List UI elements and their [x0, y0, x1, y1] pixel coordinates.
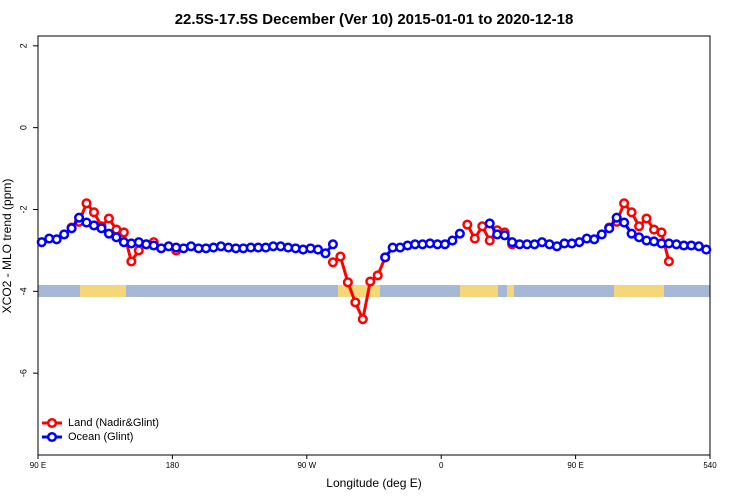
data-point	[350, 297, 361, 308]
series	[66, 198, 674, 325]
data-point	[454, 228, 465, 239]
data-point	[611, 212, 622, 223]
x-axis-label: Longitude (deg E)	[326, 476, 421, 490]
land-patch	[460, 285, 498, 297]
series-line	[70, 201, 671, 321]
land-patch	[614, 285, 664, 297]
data-point	[74, 212, 85, 223]
data-point	[701, 244, 712, 255]
data-point	[327, 257, 338, 268]
data-point	[66, 223, 77, 234]
data-point	[574, 237, 585, 248]
data-point	[619, 217, 630, 228]
data-point	[118, 227, 129, 238]
data-point	[634, 221, 645, 232]
land-patch	[80, 285, 126, 297]
legend: Land (Nadir&Glint) Ocean (Glint)	[42, 417, 159, 443]
x-tick-label: 90 W	[297, 461, 316, 470]
legend-label: Land (Nadir&Glint)	[68, 417, 159, 429]
data-point	[96, 223, 107, 234]
data-point	[626, 207, 637, 218]
data-point	[656, 227, 667, 238]
data-point	[312, 244, 324, 255]
data-point	[626, 228, 637, 239]
x-tick-label: 540	[703, 461, 717, 470]
y-axis-label: XCO2 - MLO trend (ppm)	[0, 179, 14, 314]
data-point	[335, 251, 346, 262]
data-point	[484, 235, 495, 246]
data-point	[619, 198, 630, 209]
data-point	[88, 207, 100, 218]
data-point	[372, 270, 383, 281]
y-tick-label: -2	[18, 205, 28, 213]
data-point	[604, 223, 615, 234]
surface-strip	[38, 285, 710, 297]
legend-marker	[46, 431, 58, 443]
data-point	[484, 218, 495, 229]
y-tick-label: -6	[18, 369, 28, 377]
y-tick-label: 0	[18, 125, 28, 130]
data-point	[439, 239, 450, 250]
x-tick-label: 90 E	[567, 461, 583, 470]
land-patch	[507, 285, 514, 297]
data-point	[447, 235, 458, 246]
x-tick-label: 90 E	[30, 461, 46, 470]
data-point	[596, 229, 607, 240]
data-point	[51, 234, 62, 245]
chart-title: 22.5S-17.5S December (Ver 10) 2015-01-01…	[175, 11, 574, 28]
x-tick-label: 0	[439, 461, 444, 470]
data-point	[59, 229, 70, 240]
data-point	[462, 219, 473, 230]
legend-label: Ocean (Glint)	[68, 431, 133, 443]
data-point	[663, 256, 674, 267]
data-point	[365, 276, 376, 287]
data-point	[320, 248, 331, 259]
y-tick-label: -4	[18, 287, 28, 295]
y-tick-label: 2	[18, 43, 28, 48]
data-point	[342, 277, 353, 288]
data-point	[499, 230, 510, 241]
data-point	[36, 237, 47, 248]
data-point	[81, 198, 92, 209]
data-point	[327, 239, 338, 250]
data-point	[103, 228, 114, 239]
data-point	[126, 256, 137, 267]
data-point	[357, 314, 368, 325]
data-point	[641, 213, 652, 224]
land-patch	[338, 285, 380, 297]
data-point	[103, 213, 114, 224]
data-point	[133, 245, 144, 256]
data-point	[589, 234, 600, 245]
legend-marker	[46, 417, 58, 429]
x-tick-label: 180	[166, 461, 180, 470]
data-point	[111, 232, 122, 243]
data-point	[469, 233, 480, 244]
data-point	[380, 252, 391, 263]
series	[36, 212, 712, 263]
